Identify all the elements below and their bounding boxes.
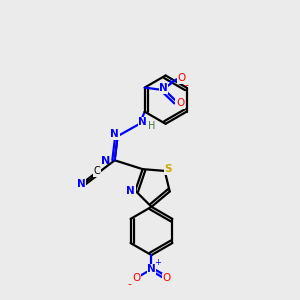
Text: +: +: [154, 258, 161, 267]
Text: N: N: [138, 117, 147, 127]
Text: N: N: [110, 129, 119, 140]
Text: N: N: [77, 179, 85, 189]
Text: N: N: [159, 83, 168, 93]
Text: N: N: [101, 157, 110, 166]
Text: -: -: [184, 80, 188, 90]
Text: +: +: [166, 76, 173, 85]
Text: -: -: [128, 280, 132, 290]
Text: S: S: [164, 164, 172, 174]
Text: O: O: [176, 98, 184, 109]
Text: N: N: [127, 186, 135, 196]
Text: H: H: [148, 121, 156, 131]
Text: O: O: [177, 73, 185, 83]
Text: N: N: [147, 264, 156, 274]
Text: O: O: [132, 273, 140, 283]
Text: O: O: [163, 273, 171, 283]
Text: C: C: [94, 167, 101, 176]
